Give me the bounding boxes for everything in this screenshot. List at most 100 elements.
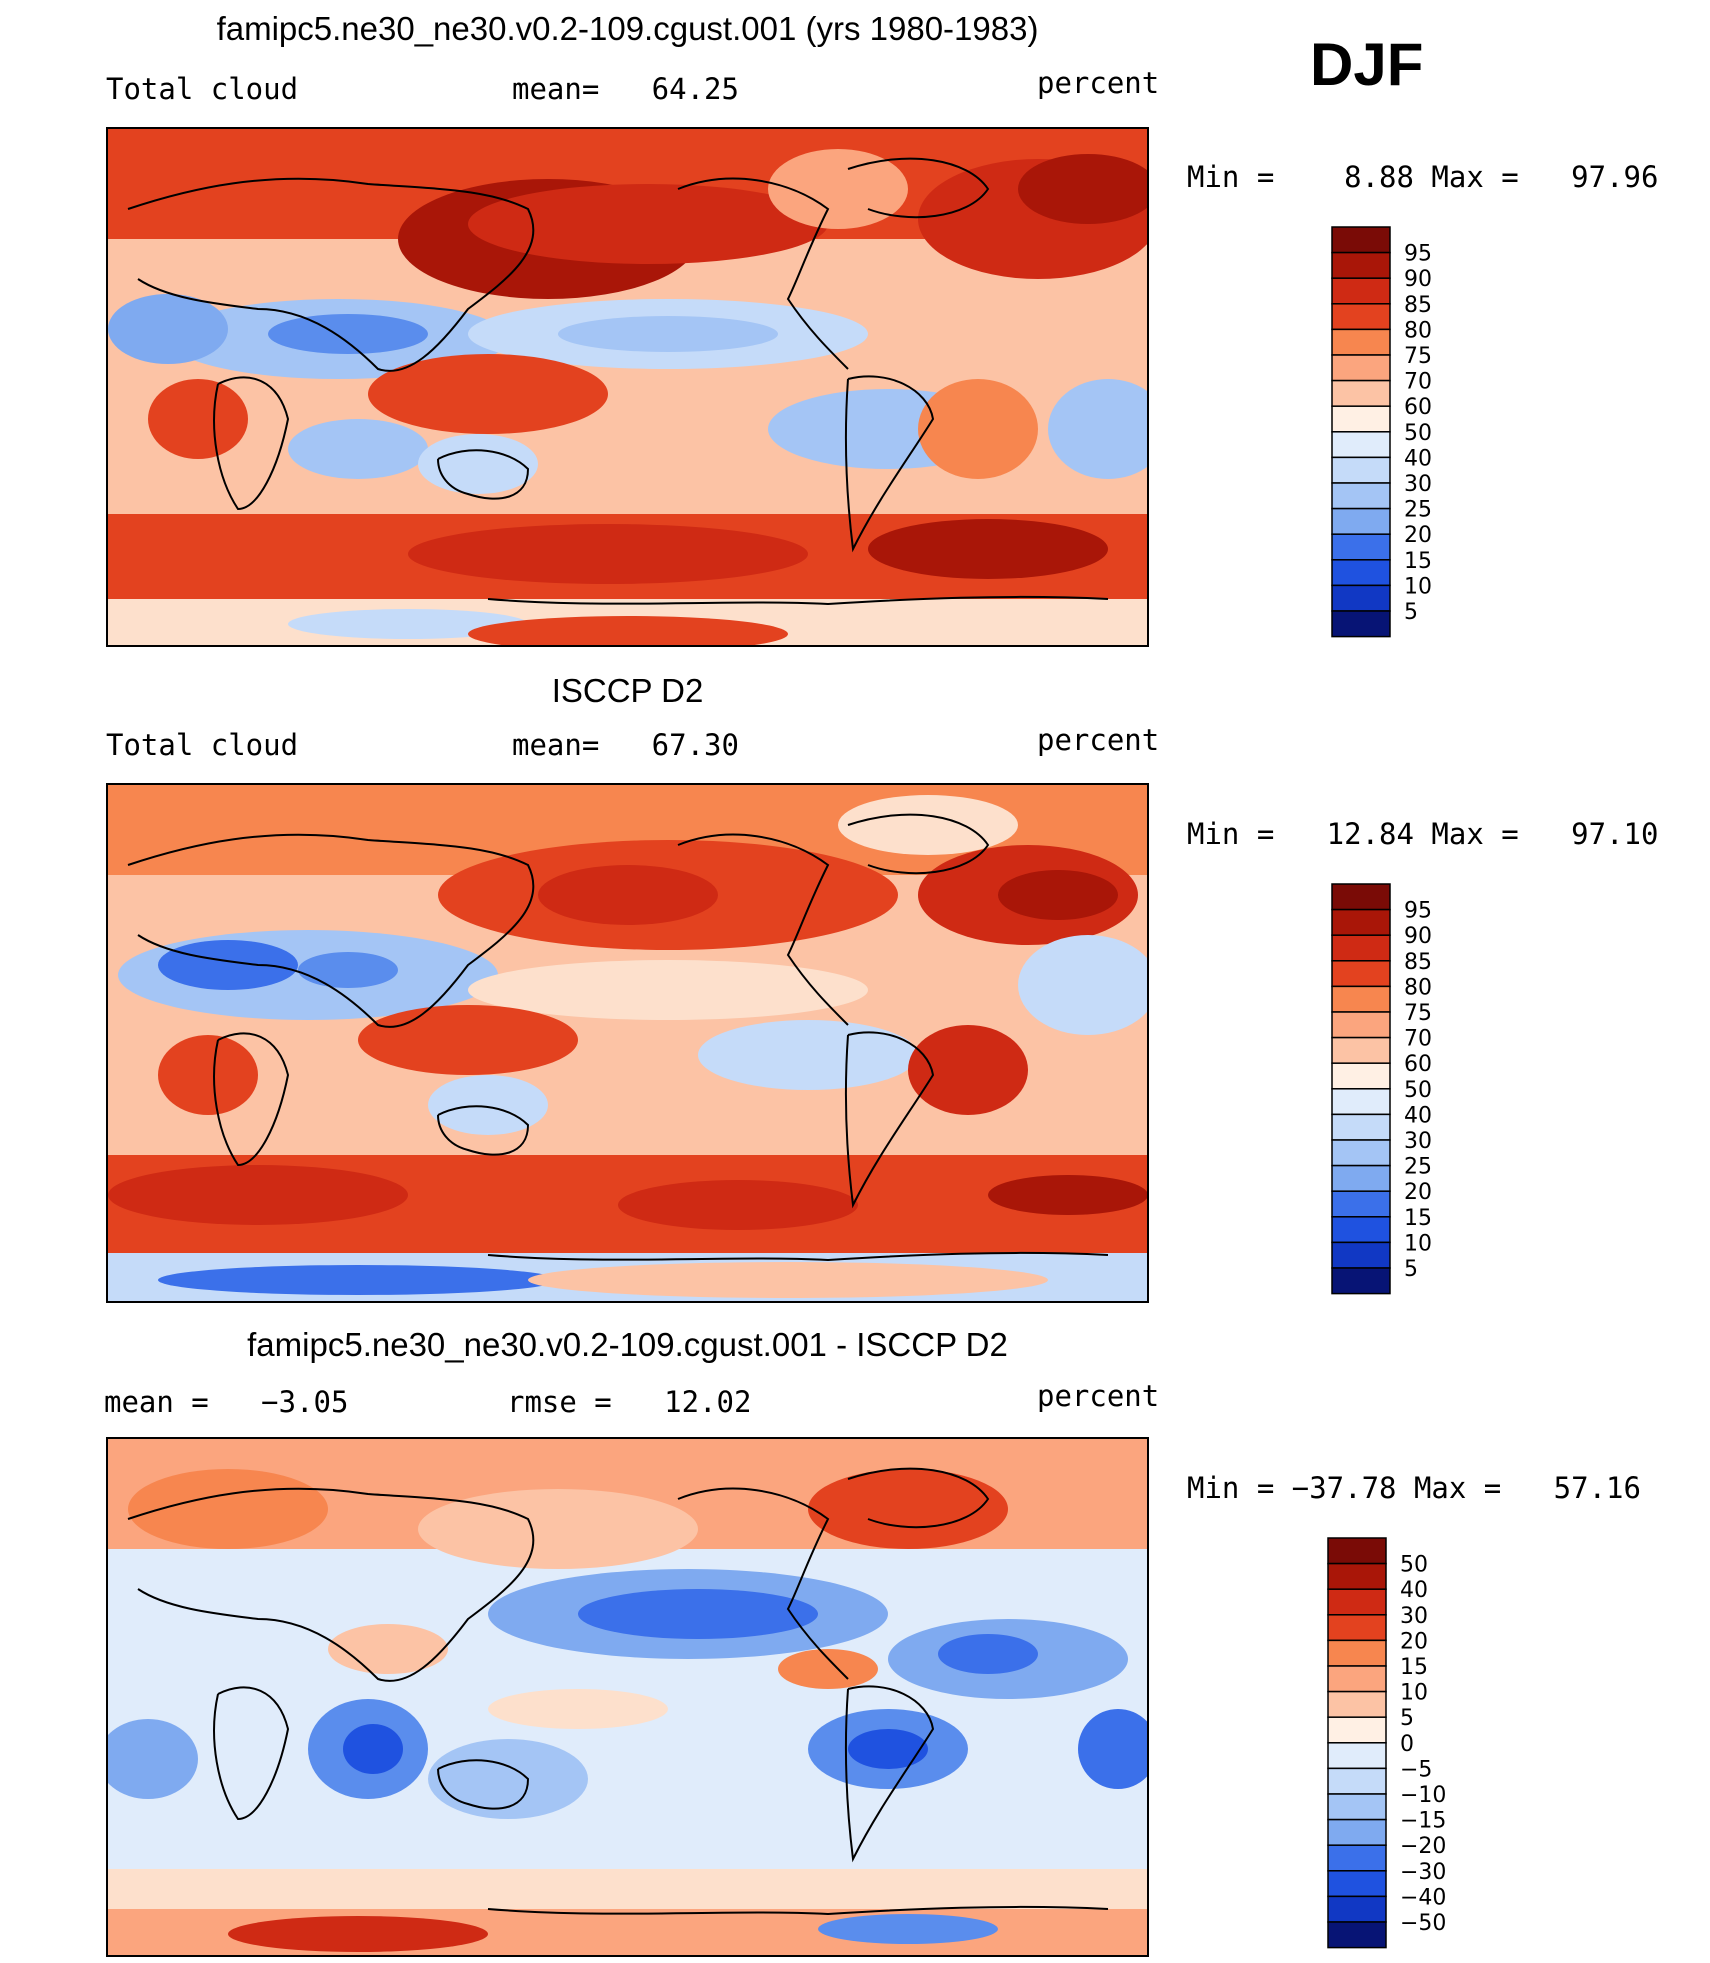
- colorbar-swatch: [1331, 456, 1391, 484]
- cloud-region: [988, 1175, 1147, 1215]
- coastlines: [127, 1467, 1109, 1916]
- cloud-region: [268, 314, 428, 354]
- panel-3-rmse-label: rmse = 12.02: [507, 1385, 752, 1419]
- colorbar-tick-label: 90: [1404, 924, 1432, 949]
- colorbar-swatch: [1331, 908, 1391, 936]
- colorbar-tick-label: 75: [1404, 1001, 1432, 1026]
- panel-2-map-svg: [108, 785, 1147, 1301]
- colorbar-tick-label: 40: [1400, 1578, 1428, 1603]
- diff-region: [1078, 1709, 1147, 1789]
- colorbar-swatch: [1331, 226, 1391, 254]
- cloud-region: [288, 419, 428, 479]
- colorbar-tick-label: 60: [1404, 395, 1432, 420]
- colorbar-tick-label: 5: [1404, 1257, 1418, 1282]
- coastline-australia: [437, 1759, 530, 1810]
- panel-2-minmax: Min = 12.84 Max = 97.10: [1187, 817, 1659, 851]
- colorbar-tick-label: 20: [1404, 523, 1432, 548]
- colorbar-swatch: [1331, 1011, 1391, 1039]
- colorbar-swatch: [1331, 507, 1391, 535]
- colorbar-swatch: [1331, 934, 1391, 962]
- colorbar-swatch: [1331, 985, 1391, 1013]
- colorbar-tick-label: 10: [1400, 1681, 1428, 1706]
- colorbar-tick-label: 15: [1404, 1206, 1432, 1231]
- cloud-region: [408, 524, 808, 584]
- diff-region: [428, 1739, 588, 1819]
- panel-1-map: [106, 127, 1149, 647]
- panel-1-title: famipc5.ne30_ne30.v0.2-109.cgust.001 (yr…: [216, 10, 1039, 47]
- coastline-africa: [213, 376, 290, 511]
- diff-region: [818, 1914, 998, 1944]
- colorbar-tick-label: 30: [1404, 1129, 1432, 1154]
- diff-region: [778, 1649, 878, 1689]
- colorbar-tick-label: 25: [1404, 1155, 1432, 1180]
- diff-region: [328, 1624, 448, 1674]
- colorbar-tick-label: −50: [1400, 1911, 1446, 1936]
- cloud-region: [158, 1265, 558, 1295]
- colorbar-swatch: [1331, 584, 1391, 612]
- colorbar-tick-label: −15: [1400, 1809, 1446, 1834]
- colorbar-swatch: [1327, 1562, 1387, 1590]
- colorbar-swatch: [1331, 1113, 1391, 1141]
- colorbar-swatch: [1327, 1537, 1387, 1565]
- cloud-region: [368, 354, 608, 434]
- coastline-antarctica: [487, 1905, 1109, 1916]
- colorbar-swatch: [1331, 533, 1391, 561]
- coastline-south-america: [844, 1685, 935, 1863]
- colorbar-tick-label: −5: [1400, 1757, 1432, 1782]
- diff-region: [228, 1916, 488, 1952]
- cloud-region: [538, 865, 718, 925]
- coastline-north-america: [677, 833, 849, 1026]
- colorbar-tick-label: 15: [1404, 549, 1432, 574]
- colorbar-tick-label: 70: [1404, 370, 1432, 395]
- colorbar-tick-label: 40: [1404, 1103, 1432, 1128]
- colorbar-tick-label: 70: [1404, 1027, 1432, 1052]
- cloud-region: [108, 1165, 408, 1225]
- panel-3-minmax: Min = −37.78 Max = 57.16: [1187, 1471, 1641, 1505]
- colorbar-tick-label: 20: [1400, 1629, 1428, 1654]
- colorbar-tick-label: 30: [1400, 1604, 1428, 1629]
- panel-1-variable-label: Total cloud: [106, 72, 299, 106]
- diff-region: [848, 1729, 928, 1769]
- colorbar-tick-label: 50: [1404, 1078, 1432, 1103]
- colorbar-tick-label: −30: [1400, 1860, 1446, 1885]
- colorbar-tick-label: −20: [1400, 1834, 1446, 1859]
- colorbar-tick-label: −40: [1400, 1885, 1446, 1910]
- colorbar-swatch: [1331, 303, 1391, 331]
- colorbar-swatch: [1327, 1665, 1387, 1693]
- diff-region: [578, 1589, 818, 1639]
- colorbar-tick-label: 30: [1404, 472, 1432, 497]
- cloud-region: [838, 795, 1018, 855]
- panel-2-variable-label: Total cloud: [106, 728, 299, 762]
- panel-3-map-svg: [108, 1439, 1147, 1955]
- colorbar-tick-label: 20: [1404, 1180, 1432, 1205]
- colorbar-swatch: [1327, 1921, 1387, 1949]
- colorbar-swatch: [1327, 1716, 1387, 1744]
- panel-3-mean-label: mean = −3.05: [104, 1385, 349, 1419]
- colorbar-tick-label: 50: [1404, 421, 1432, 446]
- cloud-region: [468, 184, 828, 264]
- diff-region: [108, 1719, 198, 1799]
- cloud-region: [148, 379, 248, 459]
- cloud-region: [908, 1025, 1028, 1115]
- panel-1-minmax: Min = 8.88 Max = 97.96: [1187, 160, 1659, 194]
- cloud-region: [698, 1020, 918, 1090]
- panel-3-map: [106, 1437, 1149, 1957]
- colorbar-swatch: [1327, 1614, 1387, 1642]
- colorbar-swatch: [1331, 1241, 1391, 1269]
- panel-2-map: [106, 783, 1149, 1303]
- coastline-eurasia: [127, 177, 535, 372]
- cloud-region: [768, 149, 908, 229]
- colorbar-swatch: [1331, 379, 1391, 407]
- colorbar-swatch: [1331, 405, 1391, 433]
- colorbar-swatch: [1331, 328, 1391, 356]
- colorbar-tick-label: 50: [1400, 1553, 1428, 1578]
- coastline-south-america: [844, 375, 935, 553]
- coastline-antarctica: [487, 595, 1109, 606]
- cloud-region: [868, 519, 1108, 579]
- panel-1-units-label: percent: [1037, 66, 1160, 100]
- coastline-australia: [437, 1105, 530, 1156]
- cloud-region: [1048, 379, 1147, 479]
